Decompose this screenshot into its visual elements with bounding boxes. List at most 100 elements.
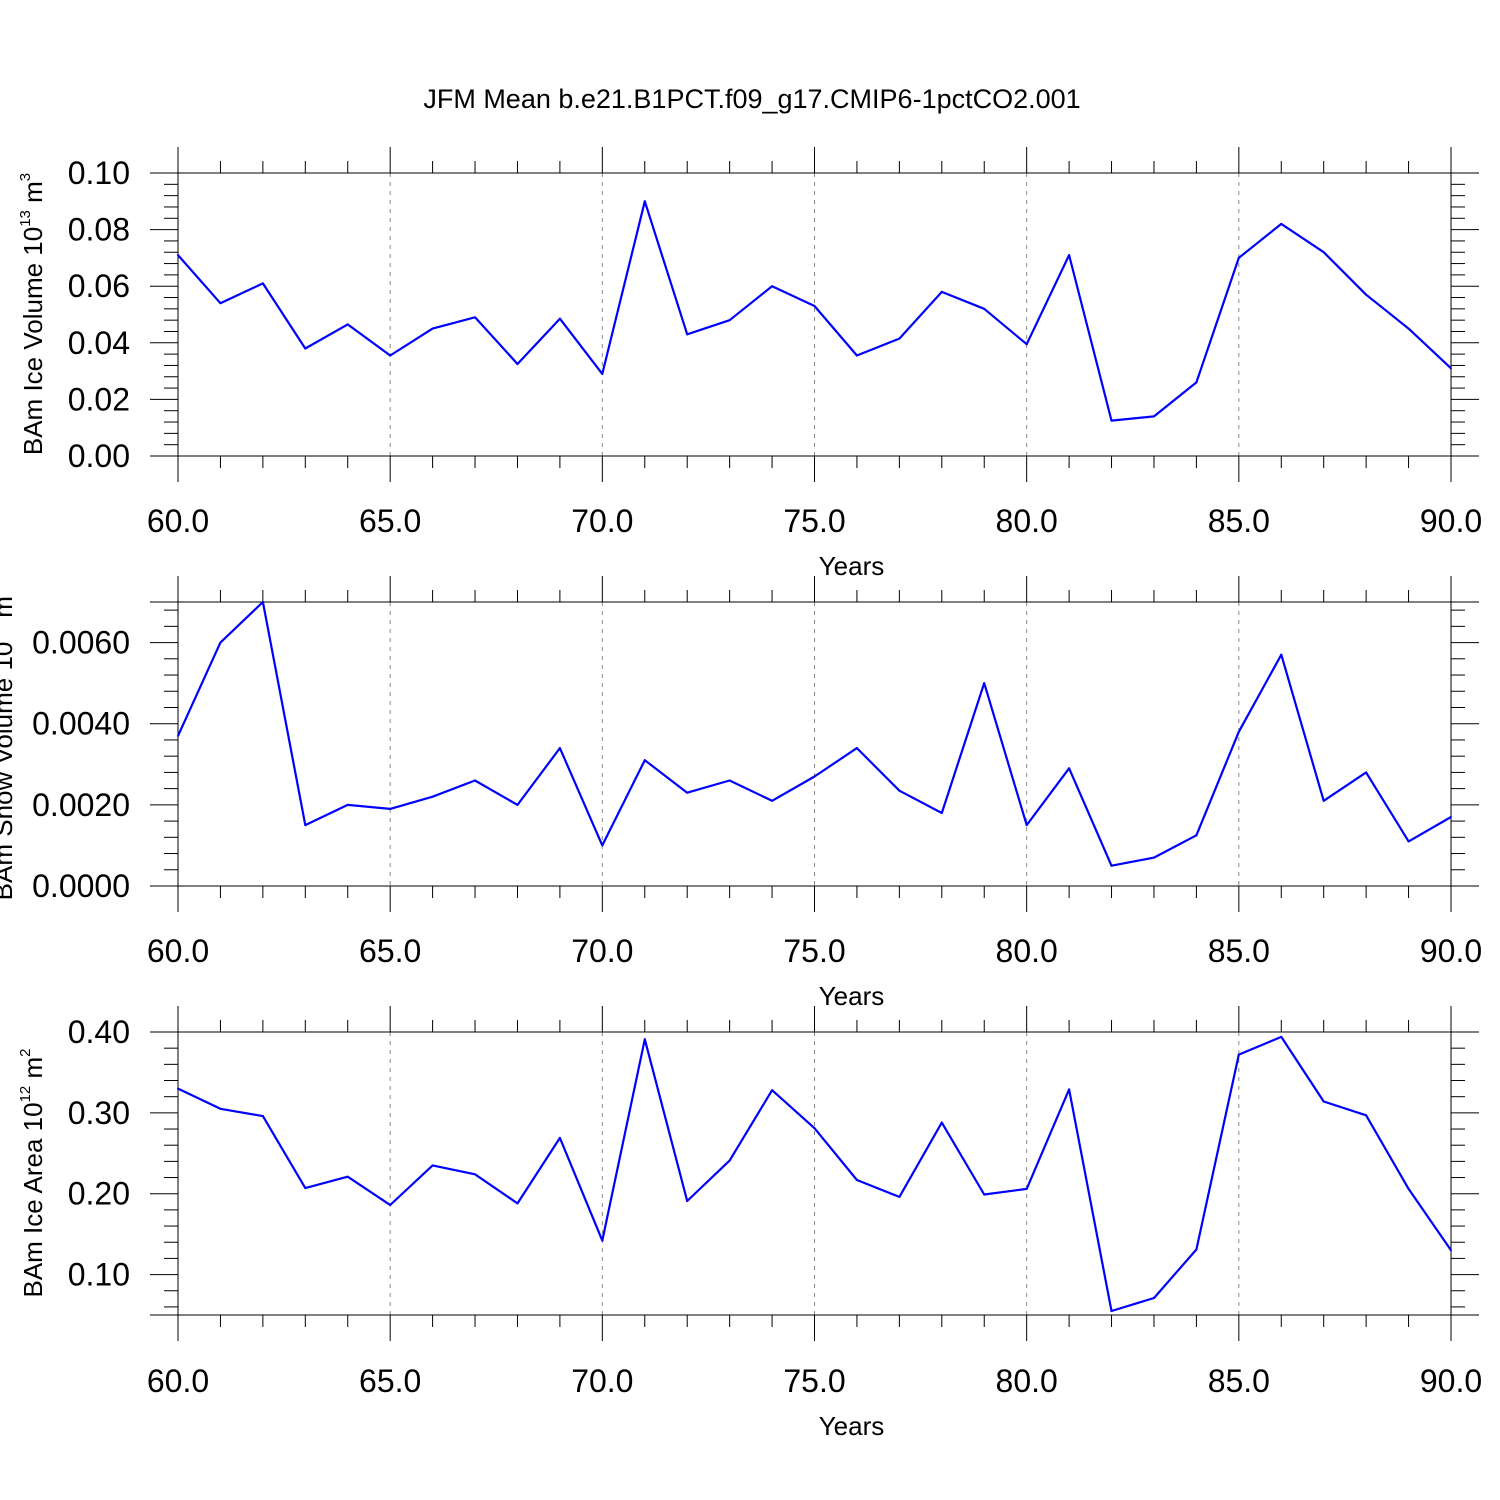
- data-point: [1195, 1248, 1198, 1251]
- y-tick-label: 0.0000: [32, 868, 130, 904]
- data-point: [898, 789, 901, 792]
- data-point: [1322, 1100, 1325, 1103]
- x-tick-label: 60.0: [147, 1363, 209, 1399]
- data-point: [304, 824, 307, 827]
- data-point: [940, 290, 943, 293]
- data-point: [516, 363, 519, 366]
- panel-ice-volume: 0.00 0.02 0.04 0.06 0.08 0.10 60.0 65.0 70.0 75.0…: [17, 147, 1482, 581]
- x-tick-label: 65.0: [359, 1363, 421, 1399]
- data-point: [1280, 653, 1283, 656]
- data-point: [558, 317, 561, 320]
- data-point: [1068, 767, 1071, 770]
- data-point: [686, 1199, 689, 1202]
- x-tick-label: 90.0: [1420, 933, 1482, 969]
- x-tick-label: 60.0: [147, 933, 209, 969]
- data-point: [1450, 1249, 1452, 1252]
- x-tick-label: 75.0: [783, 1363, 845, 1399]
- x-tick-label: 90.0: [1420, 503, 1482, 539]
- data-point: [728, 319, 731, 322]
- x-tick-label: 60.0: [147, 503, 209, 539]
- data-point: [1152, 1297, 1155, 1300]
- data-point: [1450, 816, 1452, 819]
- data-point: [1025, 1187, 1028, 1190]
- y-tick-label: 0.0020: [32, 787, 130, 823]
- x-tick-label: 80.0: [996, 933, 1058, 969]
- data-point: [177, 1087, 179, 1090]
- y-tick-label: 0.0040: [32, 706, 130, 742]
- y-tick-label: 0.02: [68, 381, 130, 417]
- data-point: [771, 1089, 774, 1092]
- data-point: [601, 1239, 604, 1242]
- data-point: [1110, 864, 1113, 867]
- y-axis-title: BAm Ice Area 1012 m2: [17, 1048, 48, 1297]
- y-tick-label: 0.04: [68, 325, 130, 361]
- data-point: [431, 795, 434, 798]
- data-point: [304, 1187, 307, 1190]
- data-point: [601, 844, 604, 847]
- data-point: [983, 307, 986, 310]
- figure-title: JFM Mean b.e21.B1PCT.f09_g17.CMIP6-1pctC…: [423, 84, 1080, 114]
- panel-snow-volume: 0.0000 0.0020 0.0040 0.0060 60.0 65.0 70.0 75.0…: [0, 576, 1482, 1011]
- y-tick-label: 0.40: [68, 1014, 130, 1050]
- data-point: [983, 1193, 986, 1196]
- data-point: [1237, 256, 1240, 259]
- data-point: [771, 799, 774, 802]
- data-point: [219, 302, 222, 305]
- x-tick-label: 65.0: [359, 933, 421, 969]
- data-point: [1025, 824, 1028, 827]
- data-point: [1237, 730, 1240, 733]
- data-point: [1110, 419, 1113, 422]
- data-point: [1450, 367, 1452, 370]
- data-point: [1365, 771, 1368, 774]
- x-tick-label: 70.0: [571, 503, 633, 539]
- y-tick-label: 0.10: [68, 155, 130, 191]
- data-point: [558, 747, 561, 750]
- x-tick-label: 85.0: [1208, 933, 1270, 969]
- data-point: [261, 282, 264, 285]
- data-point: [1068, 1088, 1071, 1091]
- x-axis-title: Years: [819, 551, 885, 581]
- data-point: [1280, 1035, 1283, 1038]
- data-point: [728, 1159, 731, 1162]
- data-point: [431, 1164, 434, 1167]
- data-point: [855, 354, 858, 357]
- x-tick-label: 75.0: [783, 503, 845, 539]
- data-point: [1407, 840, 1410, 843]
- data-point: [516, 803, 519, 806]
- data-point: [1407, 1187, 1410, 1190]
- data-point: [1237, 1053, 1240, 1056]
- data-point: [983, 682, 986, 685]
- data-point: [1322, 251, 1325, 254]
- x-tick-label: 70.0: [571, 933, 633, 969]
- data-point: [855, 1178, 858, 1181]
- data-point: [643, 759, 646, 762]
- data-point: [219, 1107, 222, 1110]
- data-point: [346, 803, 349, 806]
- data-point: [346, 1175, 349, 1178]
- data-point: [558, 1136, 561, 1139]
- y-tick-label: 0.0060: [32, 625, 130, 661]
- panel-ice-area: 0.10 0.20 0.30 0.40 60.0 65.0 70.0 75.0 80.0 85.0…: [17, 1006, 1482, 1441]
- data-point: [1365, 293, 1368, 296]
- data-point: [1280, 222, 1283, 225]
- data-point: [389, 354, 392, 357]
- data-point: [1365, 1114, 1368, 1117]
- data-point: [643, 1038, 646, 1041]
- x-tick-label: 75.0: [783, 933, 845, 969]
- y-tick-label: 0.06: [68, 268, 130, 304]
- data-point: [728, 779, 731, 782]
- data-point: [813, 775, 816, 778]
- data-point: [1068, 254, 1071, 257]
- x-axis-title: Years: [819, 981, 885, 1011]
- y-tick-label: 0.08: [68, 212, 130, 248]
- data-point: [304, 347, 307, 350]
- data-point: [389, 807, 392, 810]
- data-point: [1025, 343, 1028, 346]
- data-point: [898, 1195, 901, 1198]
- data-point: [601, 372, 604, 375]
- data-point: [346, 323, 349, 326]
- y-axis-title: BAm Snow Volume 1013 m3: [0, 588, 18, 901]
- data-point: [940, 811, 943, 814]
- data-point: [855, 747, 858, 750]
